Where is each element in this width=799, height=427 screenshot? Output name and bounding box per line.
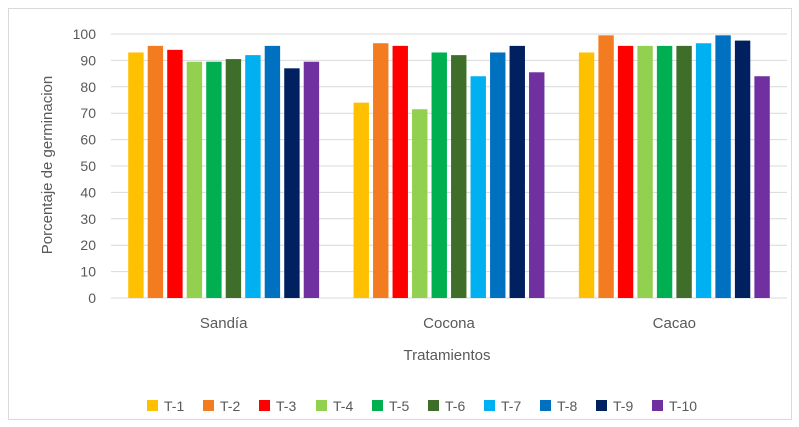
- legend-label-t-3: T-3: [276, 398, 296, 414]
- y-tick-labels: 0 10 20 30 40 50 60 70 80 90 100: [73, 26, 97, 306]
- bar-t-9-2: [734, 40, 751, 298]
- legend-label-t-5: T-5: [389, 398, 409, 414]
- bars: [128, 35, 770, 299]
- y-tick-label: 100: [73, 26, 97, 42]
- bar-t-10-0: [303, 61, 320, 298]
- bar-t-5-1: [431, 52, 447, 299]
- legend-swatch-t-5: [372, 400, 383, 411]
- legend-label-t-10: T-10: [669, 398, 697, 414]
- y-tick-label: 80: [80, 79, 96, 95]
- x-axis-title: Tratamientos: [404, 347, 491, 364]
- bar-t-2-1: [373, 43, 389, 298]
- legend-label-t-6: T-6: [445, 398, 465, 414]
- legend-swatch-t-7: [484, 400, 495, 411]
- bar-t-5-2: [656, 45, 673, 298]
- bar-t-8-0: [264, 45, 281, 298]
- bar-t-9-1: [509, 45, 525, 298]
- x-category-labels: Sandía Cocona Cacao: [200, 315, 696, 332]
- legend: T-1 T-2 T-3 T-4 T-5 T-6 T-7 T-8 T-9 T-10: [147, 398, 697, 414]
- bar-t-9-0: [284, 68, 300, 298]
- bar-t-1-1: [353, 102, 369, 298]
- bar-t-1-2: [578, 52, 595, 299]
- bar-t-7-0: [245, 55, 261, 299]
- bar-t-3-2: [617, 45, 634, 298]
- legend-swatch-t-2: [203, 400, 214, 411]
- bar-t-4-2: [637, 45, 653, 298]
- legend-label-t-7: T-7: [501, 398, 521, 414]
- y-tick-label: 70: [80, 105, 96, 121]
- legend-label-t-8: T-8: [557, 398, 577, 414]
- y-tick-label: 10: [80, 264, 96, 280]
- bar-t-10-1: [529, 72, 545, 298]
- legend-swatch-t-10: [652, 400, 663, 411]
- bar-t-6-0: [225, 59, 242, 298]
- x-category-label: Cacao: [653, 315, 696, 332]
- bar-t-7-2: [695, 43, 712, 298]
- gridlines: [111, 33, 787, 299]
- x-category-label: Sandía: [200, 315, 248, 332]
- y-tick-label: 30: [80, 211, 96, 227]
- legend-label-t-4: T-4: [333, 398, 353, 414]
- bar-t-5-0: [206, 61, 222, 298]
- bar-t-2-2: [598, 35, 614, 298]
- bar-t-4-1: [412, 109, 428, 299]
- legend-swatch-t-3: [259, 400, 270, 411]
- legend-swatch-t-9: [596, 400, 607, 411]
- y-tick-label: 90: [80, 52, 96, 68]
- bar-t-2-0: [147, 45, 164, 298]
- legend-label-t-9: T-9: [613, 398, 633, 414]
- x-category-label: Cocona: [423, 315, 475, 332]
- bar-t-4-0: [186, 61, 203, 298]
- legend-label-t-2: T-2: [220, 398, 240, 414]
- y-tick-label: 20: [80, 237, 96, 253]
- y-tick-label: 50: [80, 158, 96, 174]
- bar-t-3-0: [167, 49, 183, 299]
- legend-swatch-t-1: [147, 400, 158, 411]
- bar-t-7-1: [470, 76, 486, 299]
- legend-swatch-t-6: [428, 400, 439, 411]
- bar-t-10-2: [754, 76, 770, 299]
- bar-t-8-2: [715, 35, 731, 298]
- bar-t-8-1: [490, 52, 506, 299]
- y-tick-label: 0: [88, 290, 96, 306]
- legend-swatch-t-4: [316, 400, 327, 411]
- y-tick-label: 60: [80, 132, 96, 148]
- legend-label-t-1: T-1: [164, 398, 184, 414]
- y-tick-label: 40: [80, 184, 96, 200]
- legend-swatch-t-8: [540, 400, 551, 411]
- bar-t-6-2: [676, 45, 692, 298]
- y-axis-title: Porcentaje de germinacion: [39, 76, 56, 254]
- bar-t-6-1: [451, 55, 467, 299]
- bar-t-3-1: [392, 45, 408, 298]
- bar-t-1-0: [128, 52, 144, 299]
